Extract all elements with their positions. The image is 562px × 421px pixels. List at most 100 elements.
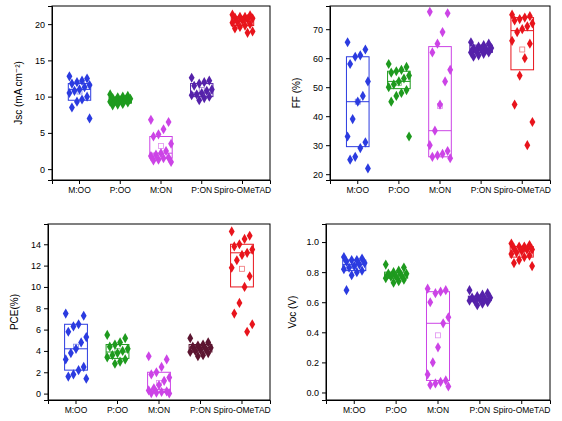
data-point [153,367,159,377]
data-point [517,14,523,24]
tick-label: 4 [36,346,41,356]
tick-mark [354,400,355,404]
data-point [349,270,355,280]
data-point [122,354,128,364]
data-point [236,298,242,308]
data-point [440,318,446,328]
data-point [104,352,110,362]
data-point [196,78,202,88]
data-point [206,76,212,86]
data-point [362,137,368,147]
axis-line [44,225,49,401]
tick-label: 5 [40,128,45,138]
tick-label: M:ON [429,185,451,195]
tick-label: 0.6 [306,298,319,308]
data-point [522,53,528,63]
data-point [83,332,89,342]
tick: 30 [313,141,330,151]
data-point [438,287,444,297]
data-point [425,369,431,379]
data-point [445,381,451,391]
box [346,57,369,147]
tick-label: M:ON [148,405,170,415]
data-point [391,79,397,89]
data-point [512,15,518,25]
tick-mark [481,180,482,184]
tick-label: 0.4 [306,328,319,338]
data-point [438,377,444,387]
data-point [521,252,527,262]
data-point [350,114,356,124]
data-point [247,231,253,241]
data-point [432,288,438,298]
tick-label: 15 [35,56,45,66]
data-point [511,258,517,268]
tick: M:ON [427,400,449,415]
data-point [63,354,69,364]
tick-mark [79,180,80,184]
data-point [429,47,435,57]
data-point [440,149,446,159]
plot-area [63,226,255,398]
data-point [386,59,392,69]
data-point [383,260,389,270]
axis-line [49,401,271,405]
data-point [347,59,353,69]
tick-label: 70 [313,25,323,35]
tick-mark [241,400,242,404]
tick: Spiro-OMeTAD [494,180,551,195]
data-point [519,24,525,34]
data-point [471,52,477,62]
tick-label: Spiro-OMeTAD [494,185,551,195]
tick-label: P:ON [191,185,212,195]
data-point [527,250,533,260]
data-point [485,297,491,307]
plot-frame [330,6,550,180]
mean-marker [520,47,525,52]
data-point [393,91,399,101]
tick-label: 2 [36,368,41,378]
data-point [388,97,394,107]
tick-label: 0.0 [306,388,319,398]
data-point [347,155,353,165]
data-point [435,39,441,49]
y-axis: 203040506070 [313,7,331,181]
data-point [360,91,366,101]
data-point [237,22,243,32]
tick-mark [44,330,48,331]
data-point [104,330,110,340]
data-point [401,275,407,285]
tick-label: 0.2 [306,358,319,368]
data-point [72,86,78,96]
data-point [427,140,433,150]
data-point [168,157,174,167]
data-point [110,100,116,110]
tick: Spiro-OMeTAD [493,400,550,415]
data-point [359,266,365,276]
data-point [69,102,75,112]
tick-label: 20 [35,20,45,30]
tick-mark [48,60,52,61]
data-point [87,113,93,123]
data-point [120,346,126,356]
tick-mark [521,400,522,404]
axis-title: Jsc (mA cm⁻²) [13,61,24,125]
tick: P:ON [469,400,490,415]
data-point [467,296,473,306]
data-point [480,299,486,309]
data-point [84,92,90,102]
data-point [244,327,250,337]
tick: 0 [40,165,52,175]
data-point [486,47,492,57]
data-point [68,348,74,358]
tick-label: Spiro-OMeTAD [214,185,271,195]
data-point [231,309,237,319]
data-point [78,337,84,347]
tick: 6 [36,325,48,335]
tick-mark [44,287,48,288]
data-point [398,88,404,98]
box [429,47,452,157]
data-point [189,73,195,83]
data-point [437,100,443,110]
data-point [247,271,253,281]
